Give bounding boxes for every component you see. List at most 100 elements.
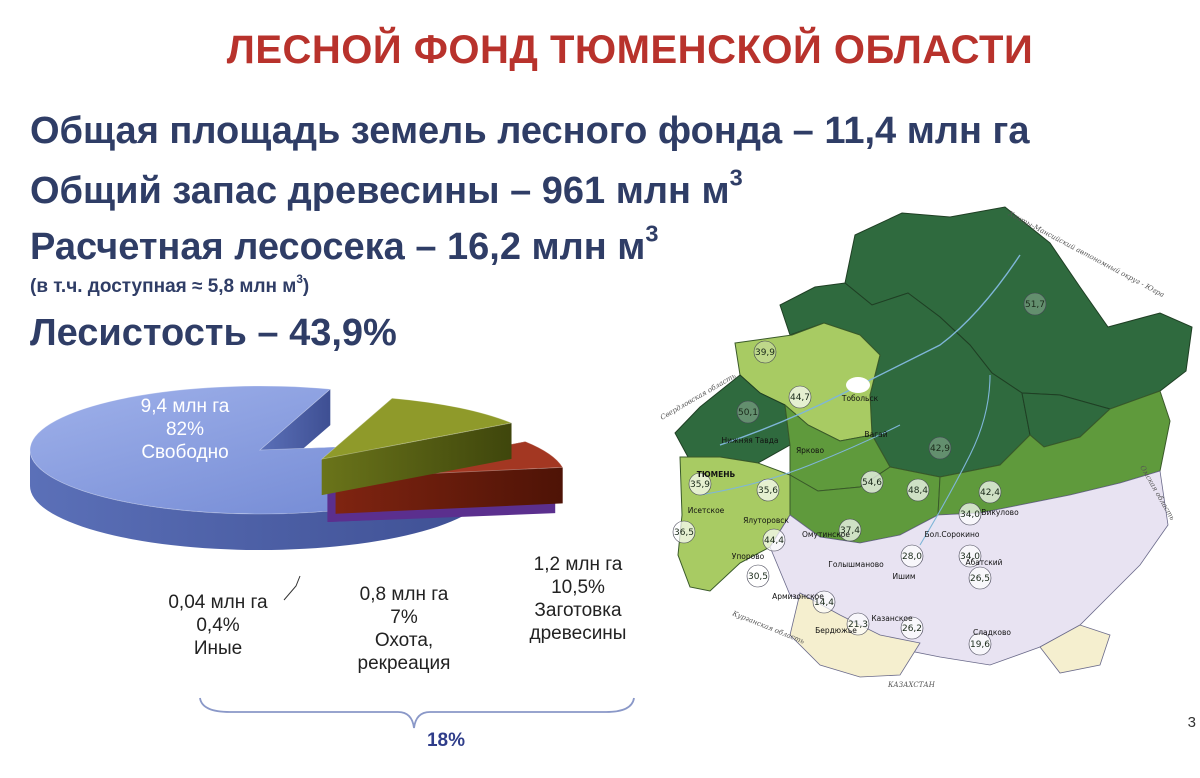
slide-title: ЛЕСНОЙ ФОНД ТЮМЕНСКОЙ ОБЛАСТИ (226, 28, 1034, 72)
map-city-label: Сладково (973, 628, 1011, 637)
map-region-value: 35,6 (758, 486, 778, 496)
map-river (919, 374, 991, 546)
pie-slice-label-0: 9,4 млн га 82% Свободно (141, 396, 230, 463)
map-region-badge (968, 566, 992, 590)
map-region-value: 34,0 (960, 510, 980, 520)
map-region-badge (788, 385, 812, 409)
pie-label-line: Свободно (141, 442, 228, 463)
map-region-value: 21,3 (848, 620, 868, 630)
stat-allowable-cut: Расчетная лесосека – 16,2 млн м3 (30, 222, 659, 269)
map-city-label: Абатский (965, 558, 1002, 567)
map-region-value: 34,0 (960, 552, 980, 562)
map-city-label: Тобольск (841, 394, 879, 403)
map-river (719, 254, 1021, 446)
map-city-label: Ялуторовск (743, 516, 789, 525)
map-region-southeast-cream (1039, 624, 1111, 674)
map-region-value: 37,4 (840, 526, 860, 536)
map-region-value: 39,9 (755, 348, 775, 358)
map-river (699, 424, 901, 496)
pie-slice-1 (320, 397, 513, 496)
map-region-value: 26,2 (902, 624, 922, 634)
pie-slice-top (320, 397, 513, 460)
map-region-badge (1023, 292, 1047, 316)
pie-chart: 9,4 млн га 82% Свободно 1,2 млн га 10,5% Заго… (29, 385, 635, 751)
map-lake (846, 377, 870, 393)
map-city-label: Бердюжье (815, 626, 857, 635)
map-region-value: 28,0 (902, 552, 922, 562)
pie-label-line: рекреация (358, 653, 451, 674)
map-city-label: Исетское (688, 506, 725, 515)
map-region-badge (688, 472, 712, 496)
map-region-badge (900, 616, 924, 640)
map-region-badge (838, 518, 862, 542)
map-city-label: Нижняя Тавда (722, 436, 779, 445)
map-region-value: 51,7 (1025, 300, 1045, 310)
cut-note-text: (в т.ч. доступная ≈ 5,8 млн м (30, 276, 297, 297)
map-city-label: Казанское (871, 614, 913, 623)
map-region-labels: 51,7 39,9 44,7 50,1 42,9 35,9 35,6 54,6 48,4 42,4… (672, 292, 1047, 656)
map-region-value: 30,5 (748, 572, 768, 582)
stat-allowable-cut-text: Расчетная лесосека – 16,2 млн м (30, 226, 646, 268)
stat-allowable-cut-sup: 3 (645, 220, 659, 247)
bracket-18-percent (199, 697, 635, 729)
map-region-badge (672, 520, 696, 544)
map-region-value: 44,4 (764, 536, 784, 546)
pie-label-line: 10,5% (551, 577, 605, 598)
bracket-label: 18% (427, 730, 465, 751)
map-edge-label: КАЗАХСТАН (887, 681, 936, 689)
map-region-badge (958, 502, 982, 526)
map-city-label: Вагай (864, 430, 887, 439)
map-region-value: 35,9 (690, 480, 710, 490)
pie-label-line: Охота, (375, 630, 433, 651)
pie-slice-label-3: 0,04 млн га 0,4% Иные (168, 592, 268, 659)
map-region-badge (756, 478, 780, 502)
map-region-badge (978, 480, 1002, 504)
cut-note-close: ) (302, 276, 310, 297)
pie-label-line: 1,2 млн га (534, 554, 623, 575)
pie-label-line: Заготовка (534, 600, 622, 621)
pie-label-line: 82% (166, 419, 204, 440)
stat-wood-stock-text: Общий запас древесины – 961 млн м (30, 170, 730, 212)
pie-slices (29, 385, 564, 550)
map-city-labels: Тобольск ТЮМЕНЬ Ялуторовск Ишим Абатский Омут… (688, 394, 1019, 637)
map-region-badge (928, 436, 952, 460)
map-region-value: 42,4 (980, 488, 1000, 498)
pie-labels: 9,4 млн га 82% Свободно 1,2 млн га 10,5% Заго… (141, 396, 627, 674)
cut-note-sup: 3 (296, 273, 303, 287)
map-region-badge (860, 470, 884, 494)
map-region-value: 14,4 (814, 598, 834, 608)
stat-forest-area: Общая площадь земель лесного фонда – 11,… (30, 110, 1030, 152)
pie-label-line: древесины (530, 623, 627, 644)
pie-slice-label-1: 1,2 млн га 10,5% Заготовка древесины (530, 554, 627, 644)
stat-wood-stock-sup: 3 (729, 164, 743, 191)
map-city-label: Голышманово (828, 560, 884, 569)
map-city-label: Армизонское (772, 592, 824, 601)
map-city-label: Викулово (981, 508, 1019, 517)
map-region-badge (906, 478, 930, 502)
page-number: 3 (1187, 714, 1196, 731)
map-region-badge (753, 340, 777, 364)
map-region-value: 50,1 (738, 408, 758, 418)
pie-label-line: 9,4 млн га (141, 396, 230, 417)
map-region-badge (762, 528, 786, 552)
pie-leader-line (283, 575, 301, 601)
pie-label-line: 0,4% (196, 615, 239, 636)
stat-forest-cover: Лесистость – 43,9% (30, 312, 397, 354)
map-region-value: 54,6 (862, 478, 882, 488)
pie-label-line: 7% (390, 607, 418, 628)
map-city-label: Упорово (732, 552, 765, 561)
map-region-badge (900, 544, 924, 568)
map-region-value: 26,5 (970, 574, 990, 584)
pie-label-line: 0,8 млн га (360, 584, 449, 605)
map-region-value: 36,5 (674, 528, 694, 538)
map-region-value: 42,9 (930, 444, 950, 454)
pie-label-line: Иные (194, 638, 242, 659)
map-region-value: 44,7 (790, 393, 810, 403)
pie-slice-side (30, 450, 490, 550)
map-city-label: Омутинское (802, 530, 850, 539)
forest-map: 51,7 39,9 44,7 50,1 42,9 35,9 35,6 54,6 48,4 42,4… (659, 206, 1193, 689)
pie-slice-label-2: 0,8 млн га 7% Охота, рекреация (358, 584, 451, 674)
map-city-label: Бол.Сорокино (925, 530, 980, 539)
map-region-badge (846, 612, 870, 636)
map-region-badge (958, 544, 982, 568)
